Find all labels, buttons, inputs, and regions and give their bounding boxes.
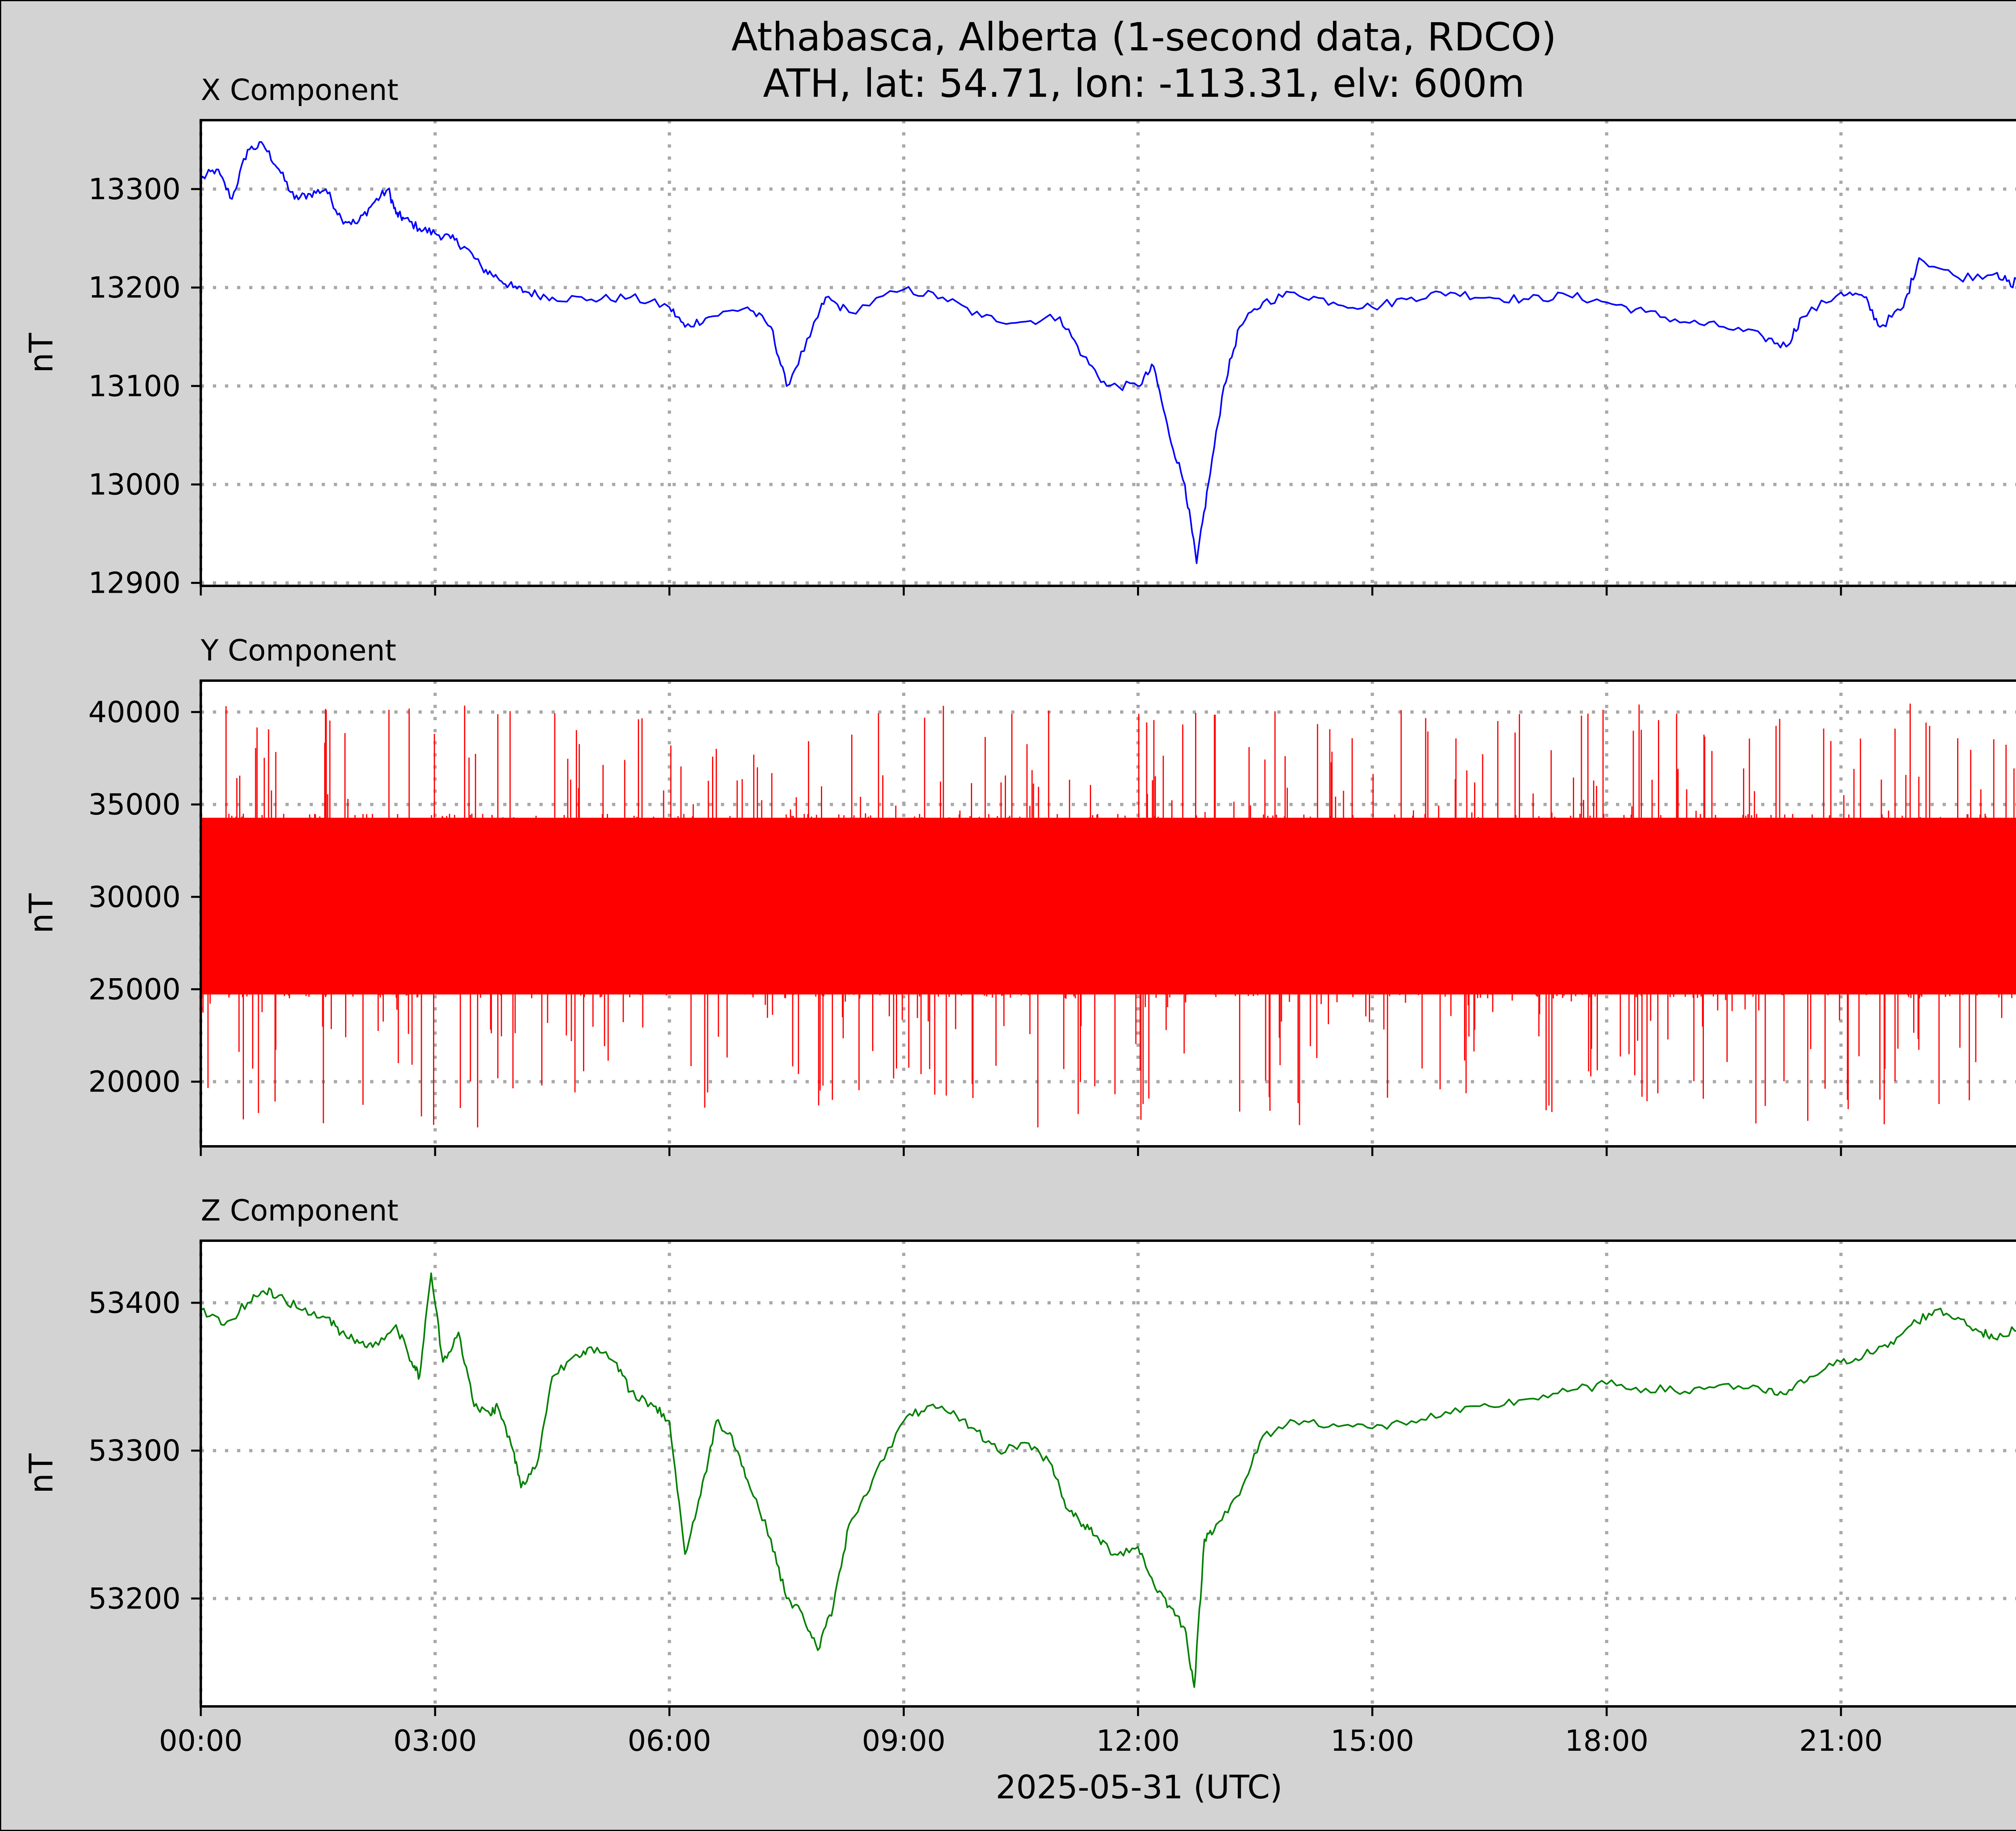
figure-title-line1: Athabasca, Alberta (1-second data, RDCO) bbox=[731, 15, 1557, 60]
y-y-tick-label: 40000 bbox=[88, 695, 181, 729]
z-plot-area bbox=[201, 1241, 2016, 1706]
x-tick-label: 00:00 bbox=[159, 1724, 243, 1758]
z-axes-frame bbox=[200, 1239, 2016, 1708]
y-y-tick-label: 30000 bbox=[88, 880, 181, 914]
z-component-series-line bbox=[200, 1272, 2016, 1688]
x-panel-title: X Component bbox=[201, 73, 398, 107]
z-component-panel: Z Component nT 00:00 03:00 06:00 09:00 12:00 15… bbox=[23, 1194, 2016, 1758]
y-component-panel: Y Component nT 20000 25000 30000 35000 40000 bbox=[23, 633, 2016, 1156]
y-panel-title: Y Component bbox=[200, 633, 396, 667]
x-axis-label: 2025-05-31 (UTC) bbox=[996, 1769, 1282, 1806]
x-tick-label: 15:00 bbox=[1331, 1724, 1414, 1758]
x-tick-label: 18:00 bbox=[1565, 1724, 1649, 1758]
x-component-panel: X Component nT 12900 13000 13100 13200 13300 bbox=[23, 73, 2016, 600]
x-tick-label: 09:00 bbox=[862, 1724, 946, 1758]
x-y-tick-label: 13000 bbox=[88, 467, 181, 501]
x-y-tick-label: 12900 bbox=[88, 566, 181, 600]
x-y-axis-label: nT bbox=[23, 333, 60, 373]
z-y-tick-label: 53200 bbox=[88, 1581, 181, 1615]
y-y-axis-label: nT bbox=[23, 893, 60, 934]
y-y-tick-label: 25000 bbox=[88, 972, 181, 1006]
x-y-tick-label: 13300 bbox=[88, 172, 181, 206]
x-tick-label: 03:00 bbox=[393, 1724, 477, 1758]
x-y-tick-label: 13200 bbox=[88, 271, 181, 304]
z-y-axis-label: nT bbox=[23, 1453, 60, 1494]
x-y-tick-label: 13100 bbox=[88, 369, 181, 403]
x-tick-label: 06:00 bbox=[628, 1724, 712, 1758]
x-axes-frame bbox=[200, 119, 2016, 587]
x-plot-area bbox=[201, 120, 2016, 586]
y-y-tick-label: 20000 bbox=[88, 1065, 181, 1099]
x-tick-label: 12:00 bbox=[1096, 1724, 1180, 1758]
x-tick-label: 21:00 bbox=[1799, 1724, 1883, 1758]
x-component-series-line bbox=[200, 141, 2016, 564]
z-y-tick-label: 53400 bbox=[88, 1286, 181, 1320]
y-axes-frame bbox=[200, 679, 2016, 1148]
z-y-tick-label: 53300 bbox=[88, 1434, 181, 1468]
figure-title-line2: ATH, lat: 54.71, lon: -113.31, elv: 600m bbox=[763, 61, 1525, 106]
y-y-tick-label: 35000 bbox=[88, 787, 181, 821]
z-panel-title: Z Component bbox=[201, 1194, 398, 1227]
